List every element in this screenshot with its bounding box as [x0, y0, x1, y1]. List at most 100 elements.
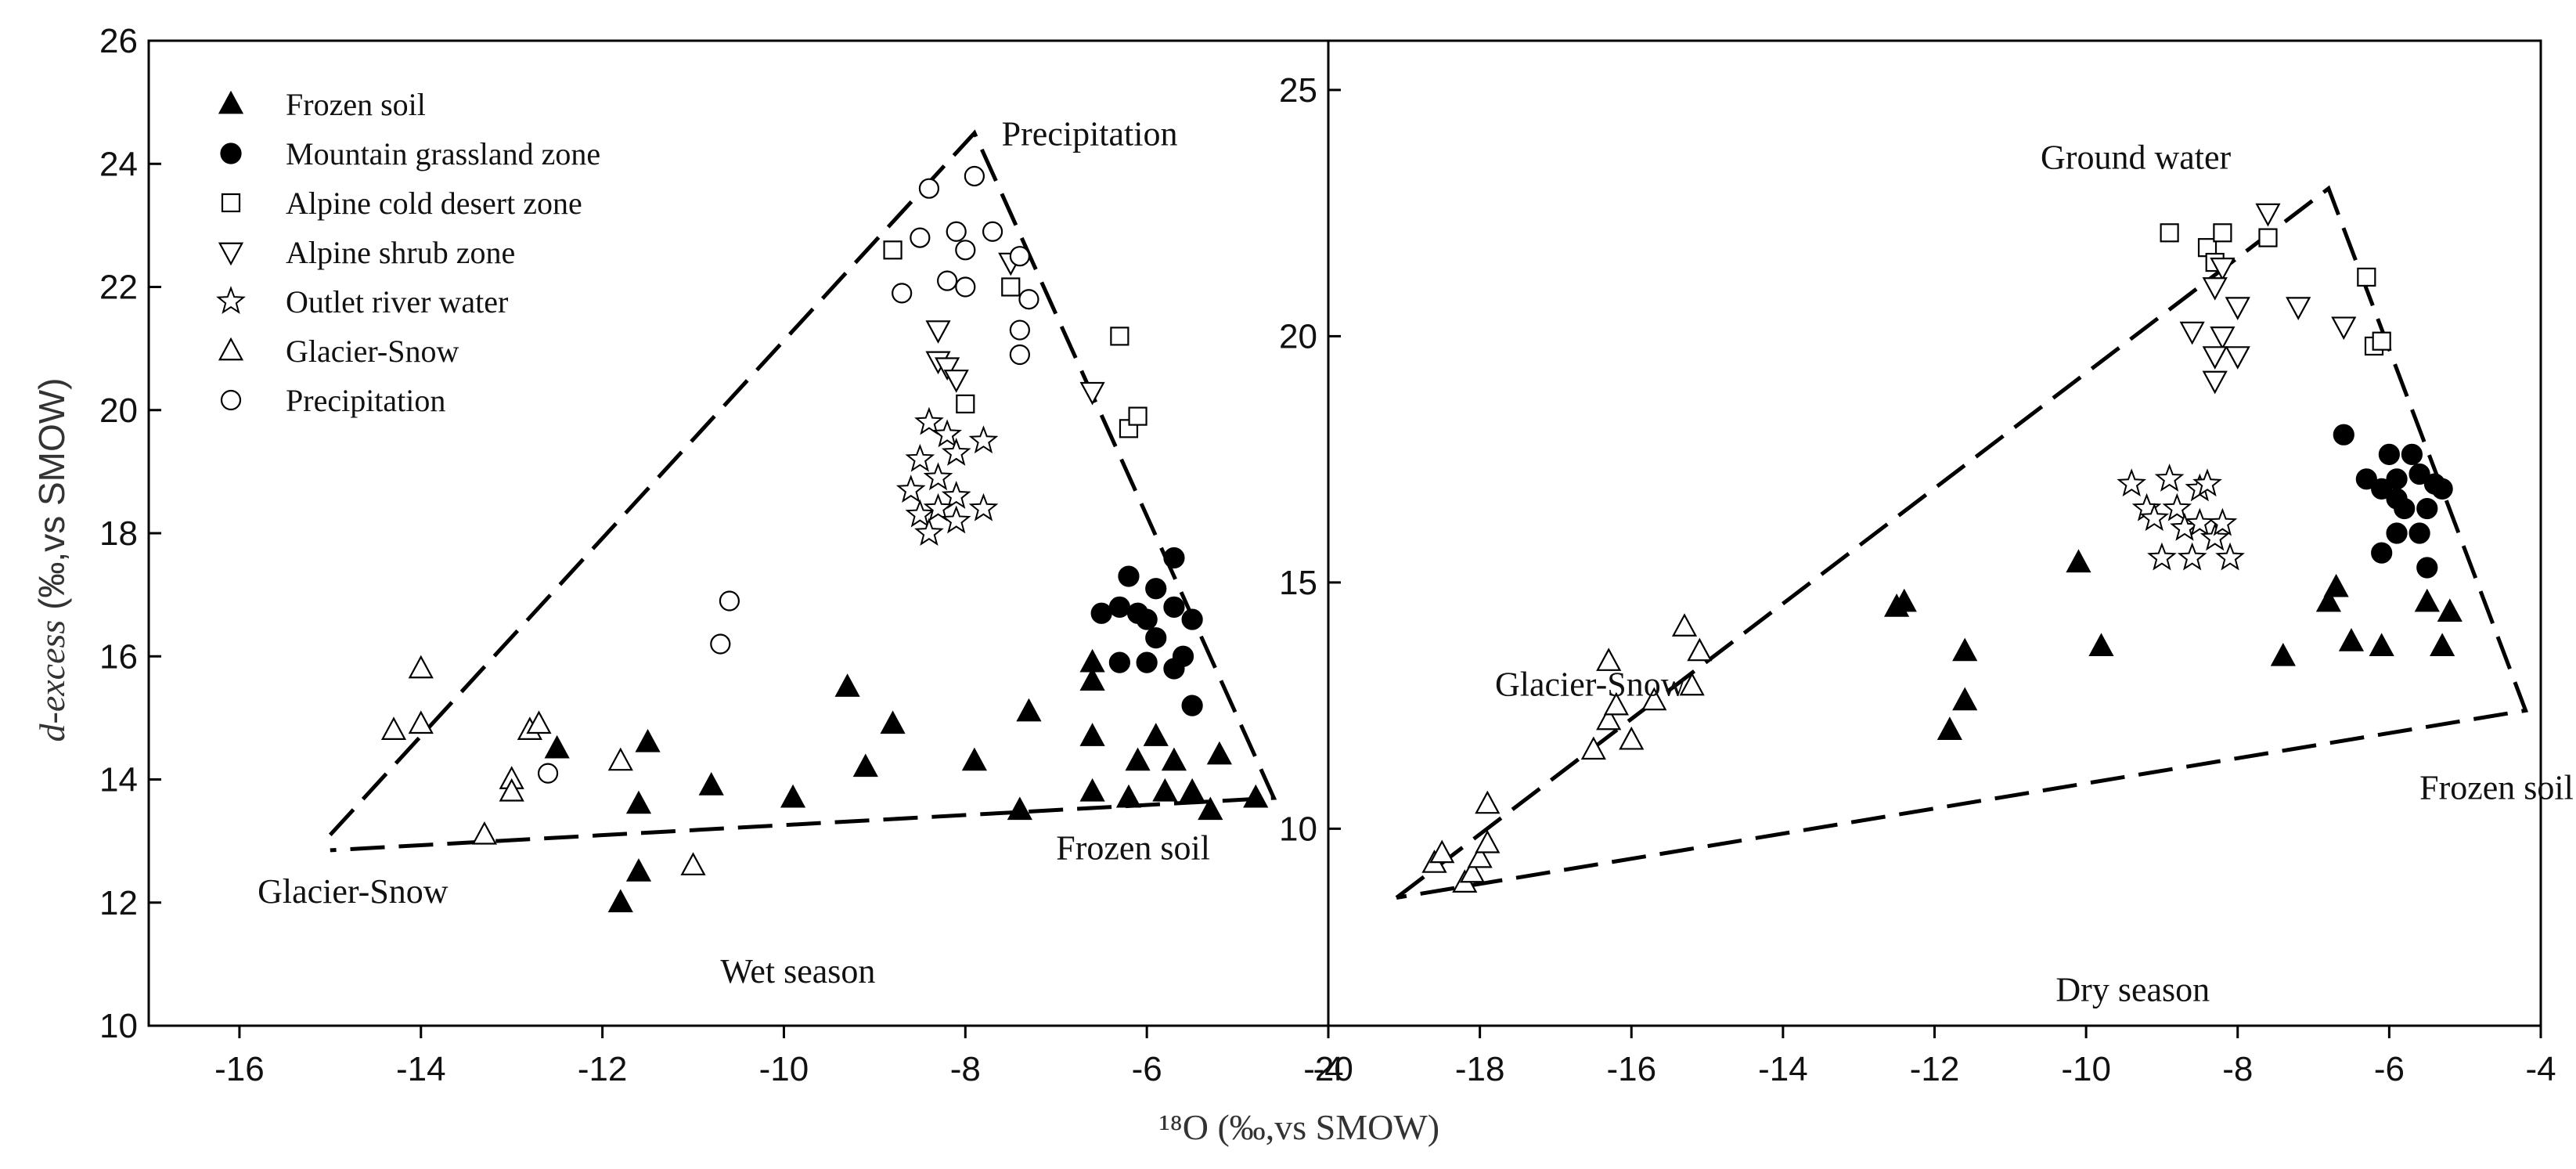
precipitation-point [946, 221, 967, 242]
wet-season-mixing-lines [328, 129, 1277, 853]
frozen-soil-point [834, 673, 860, 697]
frozen-soil-point [1079, 667, 1105, 691]
frozen-soil-point [2414, 588, 2440, 612]
alpine-shrub-zone-point [1079, 381, 1105, 406]
mountain-grassland-zone-point [2371, 542, 2393, 564]
alpine-shrub-zone-point [2286, 297, 2311, 320]
precipitation-point [1018, 289, 1039, 310]
glacier-snow-point [1459, 859, 1486, 883]
precipitation-point [955, 240, 976, 261]
mountain-grassland-zone-point [2416, 557, 2438, 579]
x-tick-label: -6 [1132, 1050, 1162, 1088]
mountain-grassland-zone-point [2386, 468, 2408, 490]
frozen-soil-point [1952, 687, 1978, 711]
precipitation-point [1009, 246, 1030, 267]
glacier-snow-point [1603, 691, 1629, 716]
alpine-cold-desert-zone-point [1128, 406, 1147, 426]
precipitation-point [910, 227, 931, 248]
outlet-river-water-point [2215, 542, 2245, 571]
y-axis-title: d-excess (‰,vs SMOW) [31, 378, 72, 742]
x-tick-label: -16 [1606, 1050, 1656, 1088]
frozen-soil-point [880, 710, 906, 734]
x-tick-label: -8 [950, 1050, 981, 1088]
annotation-label: Wet season [720, 952, 875, 990]
outlet-river-water-point [941, 480, 971, 509]
mountain-grassland-zone-point [1136, 608, 1158, 630]
y-tick-label: 12 [99, 884, 138, 922]
mountain-grassland-zone-point [1108, 651, 1130, 673]
precipitation-point [1009, 319, 1030, 341]
dry-season-data-points [1421, 203, 2463, 893]
alpine-shrub-zone-point [2210, 327, 2236, 350]
frozen-soil-point [625, 858, 652, 882]
x-axis-title: ¹⁸O (‰,vs SMOW) [1159, 1107, 1439, 1147]
glacier-snow-point [408, 655, 434, 679]
frozen-soil-point [780, 784, 806, 808]
frozen-soil-point [1198, 796, 1223, 821]
frozen-soil-point [1952, 637, 1978, 662]
alpine-cold-desert-zone-point [2213, 223, 2232, 243]
frozen-soil-point [1143, 723, 1169, 746]
alpine-shrub-zone-point [2202, 370, 2228, 395]
mountain-grassland-zone-point [1172, 645, 1194, 667]
glacier-snow-point [1580, 736, 1606, 760]
alpine-shrub-zone-point [2255, 203, 2281, 227]
precipitation-point [710, 633, 731, 655]
alpine-shrub-zone-point [2202, 277, 2228, 301]
frozen-soil-point [2437, 598, 2463, 622]
wet-season-axes: -16 -14 -12 -10 -8 -6 -4 10 12 14 16 18 20 22 24 26 [99, 22, 1344, 1088]
x-tick-label: -14 [396, 1050, 446, 1088]
wet-season-data-points [380, 165, 1269, 913]
frozen-soil-point [1152, 778, 1178, 802]
annotation-label: Glacier-Snow [258, 872, 449, 911]
alpine-cold-desert-zone-point [1110, 327, 1129, 346]
y-axis-title-italic: d-excess [32, 620, 72, 742]
outlet-river-water-point [2117, 468, 2147, 497]
alpine-cold-desert-zone-point [2372, 331, 2391, 351]
y-tick-label: 24 [99, 145, 138, 183]
frozen-soil-point [635, 729, 661, 752]
precipitation-point [937, 270, 958, 291]
dry-season-annotations: Ground water Glacier-Snow Frozen soil Dry s… [1495, 139, 2574, 1009]
alpine-cold-desert-zone-point [956, 394, 975, 413]
glacier-snow-point [1671, 613, 1698, 637]
mountain-grassland-zone-point [2431, 478, 2453, 500]
precipitation-point [892, 283, 913, 304]
legend-marker-alpine-cold-desert-zone [221, 193, 241, 213]
precipitation-point [1009, 344, 1030, 366]
frozen-soil-point [1115, 784, 1142, 808]
glacier-snow-point [1475, 829, 1501, 853]
frozen-soil-point [1079, 723, 1105, 746]
precipitation-point [982, 221, 1003, 242]
frozen-soil-point [607, 889, 633, 913]
outlet-river-water-point [2207, 507, 2238, 536]
frozen-soil-point [2088, 633, 2114, 657]
legend-label-glacier-snow: Glacier-Snow [286, 334, 459, 369]
outlet-river-water-point [2177, 542, 2207, 571]
glacier-snow-point [526, 710, 552, 734]
outlet-river-water-point [2147, 542, 2177, 571]
glacier-snow-point [499, 778, 524, 802]
frozen-soil-point [1243, 784, 1269, 808]
frozen-soil-point [1007, 796, 1032, 821]
y-tick-label: 25 [1279, 71, 1317, 110]
glacier-snow-point [1596, 706, 1622, 731]
x-tick-label: -10 [759, 1050, 809, 1088]
y-tick-label: 10 [1279, 810, 1317, 848]
alpine-shrub-zone-point [2225, 297, 2250, 320]
glacier-snow-point [1687, 637, 1713, 662]
frozen-soil-point [1937, 716, 1962, 740]
annotation-label: Frozen soil [2419, 769, 2574, 807]
y-tick-label: 26 [99, 22, 138, 60]
outlet-river-water-point [2200, 522, 2230, 551]
outlet-river-water-point [914, 518, 944, 547]
legend-label-alpine-cold-desert-zone: Alpine cold desert zone [286, 186, 582, 221]
precipitation-point [537, 763, 559, 784]
frozen-soil-point [698, 772, 724, 796]
outlet-river-water-point [923, 492, 953, 521]
precipitation-point [719, 590, 740, 612]
alpine-shrub-zone-point [2202, 346, 2228, 370]
frozen-soil-point [2270, 642, 2296, 666]
frozen-soil-point [2323, 573, 2349, 597]
mountain-grassland-zone-point [2408, 522, 2430, 544]
